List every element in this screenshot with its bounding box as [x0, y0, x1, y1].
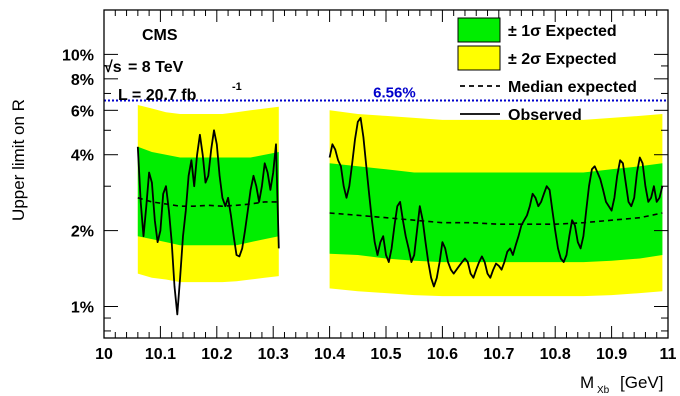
- reference-line-group: 6.56%: [104, 85, 668, 102]
- x-tick-label: 10.1: [145, 346, 176, 363]
- lumi-exponent: -1: [232, 81, 242, 93]
- x-tick-label: 10: [95, 346, 113, 363]
- y-tick-label: 6%: [71, 103, 94, 120]
- x-tick-label: 11: [660, 346, 677, 363]
- reference-line-label: 6.56%: [373, 85, 416, 102]
- y-tick-label: 10%: [62, 47, 94, 64]
- x-tick-label: 10.8: [540, 346, 571, 363]
- y-axis-label: Upper limit on R: [9, 99, 28, 221]
- y-tick-label: 8%: [71, 72, 94, 89]
- band-1sigma-seg-0: [137, 146, 279, 246]
- experiment-label: CMS: [142, 27, 178, 44]
- observed-seg-0: [136, 129, 280, 316]
- x-tick-label: 10.2: [201, 346, 232, 363]
- axes: 10 10.1 10.2 10.3 10.4 10.5 10.6 10.7 10.8 10.9 11…: [62, 9, 677, 363]
- band-1sigma-seg-1: [329, 163, 663, 263]
- x-tick-label: 10.5: [370, 346, 401, 363]
- y-tick-label: 1%: [71, 300, 94, 317]
- lumi-label: L = 20.7 fb: [118, 87, 197, 104]
- legend-label: Observed: [508, 107, 582, 124]
- x-tick-label: 10.3: [258, 346, 289, 363]
- x-tick-label: 10.9: [596, 346, 627, 363]
- energy-label: = 8 TeV: [128, 59, 184, 76]
- median-expected-seg-1: [329, 212, 663, 225]
- x-tick-label: 10.6: [427, 346, 458, 363]
- legend-label: ± 1σ Expected: [508, 23, 617, 40]
- x-axis-label-subscript: Xb: [597, 385, 610, 396]
- y-tick-label: 4%: [71, 148, 94, 165]
- legend: ± 1σ Expected ± 2σ Expected Median expecte…: [457, 17, 637, 124]
- axis-labels: Upper limit on R M Xb [GeV]: [9, 99, 663, 396]
- median-expected-lines: [137, 197, 663, 225]
- observed-seg-1: [328, 117, 664, 288]
- legend-swatch-band: [457, 45, 501, 71]
- x-tick-label: 10.7: [483, 346, 514, 363]
- observed-lines: [136, 117, 664, 316]
- x-axis-label: M: [580, 373, 594, 392]
- expected-bands: [137, 105, 663, 297]
- median-expected-seg-0: [137, 197, 279, 208]
- legend-label: ± 2σ Expected: [508, 51, 617, 68]
- x-tick-label: 10.4: [314, 346, 345, 363]
- legend-swatch-band: [457, 17, 501, 43]
- x-axis-label-unit: [GeV]: [620, 373, 663, 392]
- y-tick-label: 2%: [71, 224, 94, 241]
- legend-label: Median expected: [508, 79, 637, 96]
- annotations: CMS √s = 8 TeV L = 20.7 fb -1: [104, 27, 242, 104]
- energy-prefix: √s: [104, 59, 122, 76]
